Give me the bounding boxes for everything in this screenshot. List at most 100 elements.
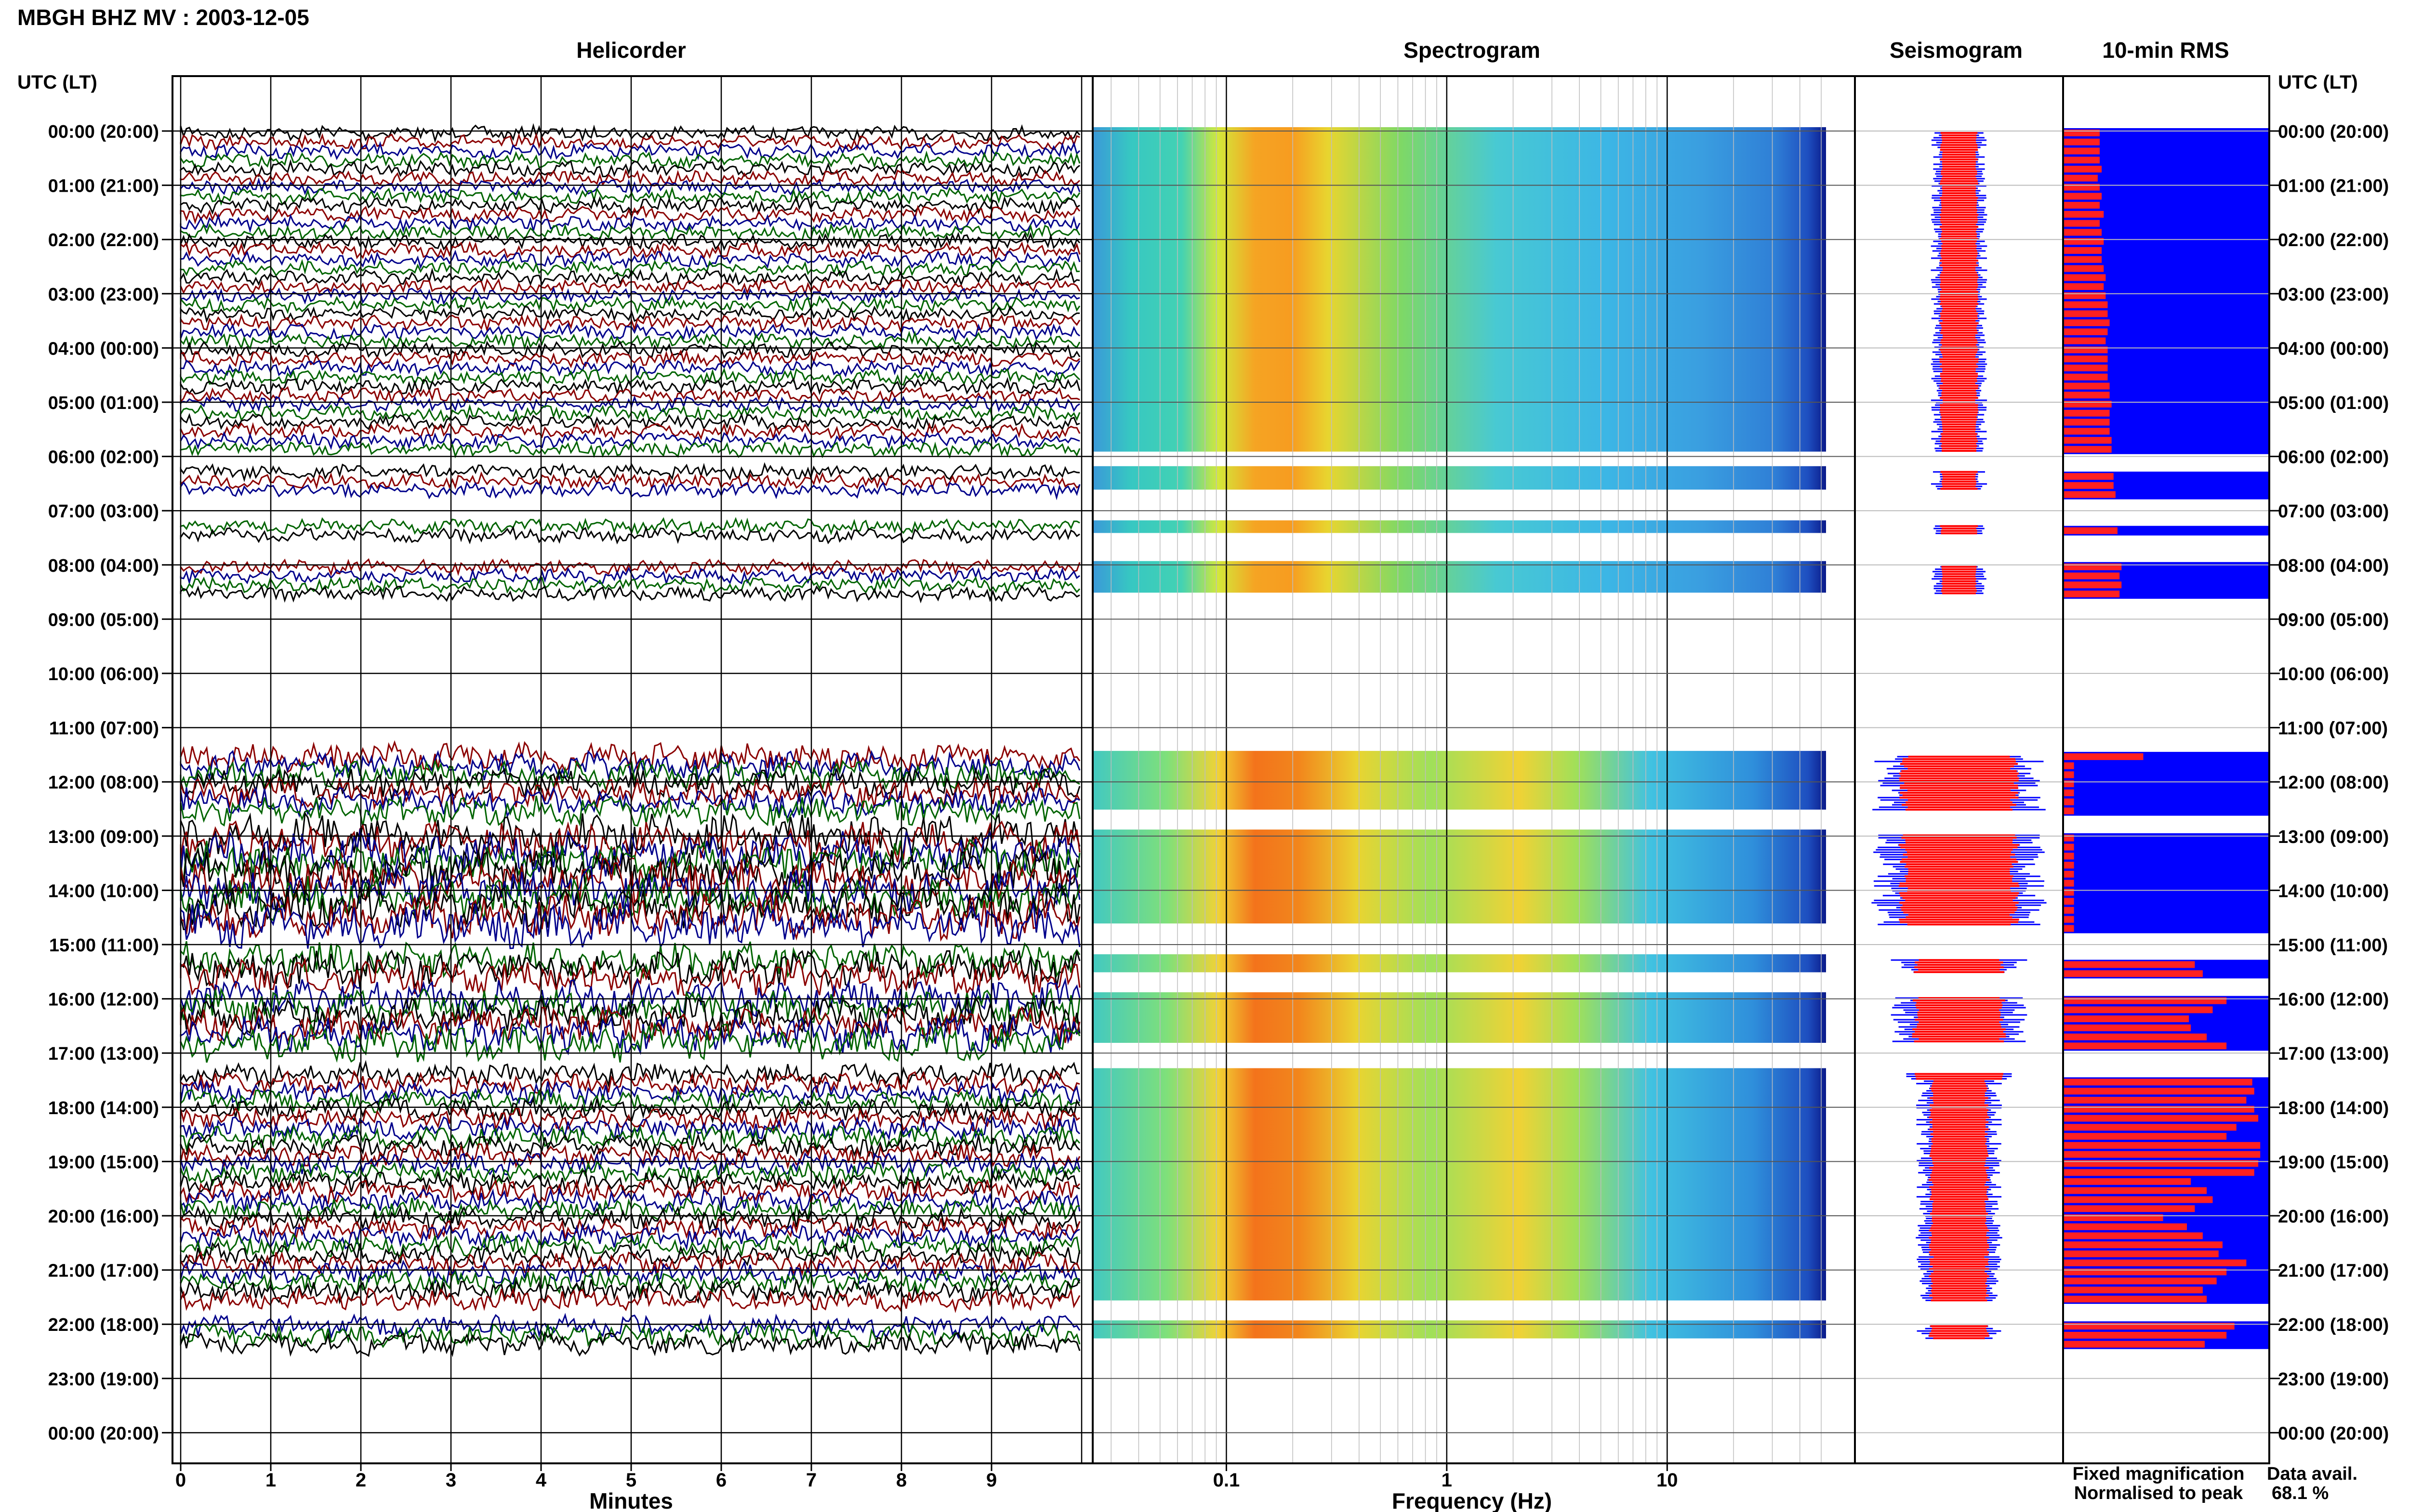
- time-tick-label-left: 16:00 (12:00): [48, 990, 159, 1010]
- helicorder-trace: [180, 941, 1081, 980]
- rms-bar-normalised: [2064, 1232, 2203, 1239]
- rms-bar-normalised: [2064, 364, 2108, 371]
- time-tick-label-right: 01:00 (21:00): [2278, 176, 2389, 197]
- time-tick-label-left: 20:00 (16:00): [48, 1207, 159, 1227]
- rms-bar-fixed: [2064, 254, 2268, 264]
- rms-bar-normalised: [2064, 843, 2074, 851]
- helicorder-trace: [180, 892, 1081, 942]
- helicorder-trace: [180, 517, 1080, 536]
- rms-bar-normalised: [2064, 382, 2110, 390]
- rms-bar-fixed: [2064, 797, 2268, 807]
- rms-bar-normalised: [2064, 491, 2116, 498]
- time-tick-label-right: 02:00 (22:00): [2278, 230, 2389, 250]
- helicorder-trace: [180, 169, 1081, 187]
- spectrogram-band: [1094, 561, 1826, 593]
- rms-bar-normalised: [2064, 527, 2118, 534]
- rms-bar-normalised: [2064, 762, 2074, 769]
- time-tick-label-right: 00:00 (20:00): [2278, 1423, 2389, 1444]
- time-tick-label-left: 13:00 (09:00): [48, 827, 159, 847]
- rms-bar-fixed: [2064, 390, 2268, 400]
- rms-bar-normalised: [2064, 193, 2102, 200]
- rms-bar-normalised: [2064, 1287, 2203, 1294]
- rms-bar-normalised: [2064, 446, 2112, 453]
- rms-bar-normalised: [2064, 337, 2106, 344]
- time-tick-label-left: 14:00 (10:00): [48, 881, 159, 901]
- time-tick-label-right: 15:00 (11:00): [2278, 935, 2388, 956]
- rms-bar-normalised: [2064, 1295, 2207, 1302]
- rms-bar-fixed: [2064, 318, 2268, 328]
- rms-bar-fixed: [2064, 309, 2268, 319]
- spectrogram-band: [1094, 829, 1826, 924]
- rms-bar-normalised: [2064, 870, 2074, 878]
- minute-tick-label: 3: [446, 1470, 456, 1491]
- rms-bar-fixed: [2064, 878, 2268, 888]
- time-tick-label-left: 03:00 (23:00): [48, 285, 159, 305]
- time-tick-label-left: 10:00 (06:00): [48, 664, 159, 684]
- rms-bar-normalised: [2064, 925, 2074, 932]
- time-tick-label-left: 05:00 (01:00): [48, 393, 159, 413]
- helicorder-trace: [180, 1079, 1081, 1106]
- helicorder-trace: [180, 1132, 1081, 1160]
- frequency-tick-label: 10: [1656, 1470, 1678, 1491]
- time-tick-label-left: 00:00 (20:00): [48, 122, 159, 142]
- rms-bar-normalised: [2064, 1196, 2213, 1203]
- helicorder-trace: [180, 957, 1081, 999]
- rms-bar-fixed: [2064, 164, 2268, 174]
- rms-bar-normalised: [2064, 482, 2114, 489]
- time-tick-label-left: 15:00 (11:00): [49, 935, 159, 956]
- time-tick-label-right: 07:00 (03:00): [2278, 501, 2389, 522]
- minute-tick-label: 1: [265, 1470, 276, 1491]
- helicorder-trace: [180, 412, 1080, 431]
- rms-bar-fixed: [2064, 246, 2268, 255]
- spectrogram-band: [1094, 750, 1826, 810]
- helicorder-trace: [180, 395, 1080, 414]
- helicorder-trace: [180, 277, 1081, 296]
- helicorder-trace: [180, 386, 1080, 405]
- helicorder-trace: [180, 1097, 1081, 1124]
- rms-bar-normalised: [2064, 157, 2100, 164]
- helicorder-trace: [180, 795, 1081, 827]
- rms-bar-fixed: [2064, 327, 2268, 337]
- helicorder-trace: [180, 295, 1081, 315]
- helicorder-trace: [180, 1106, 1080, 1132]
- helicorder-trace: [180, 1268, 1081, 1296]
- rms-bar-normalised: [2064, 247, 2102, 254]
- helicorder-trace: [180, 902, 1081, 949]
- rms-bar-fixed: [2064, 137, 2268, 147]
- helicorder-trace: [180, 1070, 1080, 1096]
- helicorder-trace: [180, 1142, 1081, 1170]
- rms-bar-fixed: [2064, 887, 2268, 897]
- helicorder-trace: [180, 377, 1081, 396]
- rms-bar-fixed: [2064, 191, 2268, 201]
- rms-bar-normalised: [2064, 373, 2108, 381]
- rms-bar-normalised: [2064, 1187, 2207, 1194]
- helicorder-trace: [180, 1215, 1081, 1242]
- rms-bar-normalised: [2064, 1033, 2207, 1040]
- rms-bar-fixed: [2064, 788, 2268, 798]
- rms-bar-normalised: [2064, 274, 2106, 281]
- helicorder-trace: [180, 1169, 1080, 1196]
- helicorder-trace: [180, 759, 1080, 791]
- time-tick-label-left: 22:00 (18:00): [48, 1315, 159, 1335]
- rms-bar-normalised: [2064, 392, 2110, 399]
- rms-panel: [2064, 128, 2268, 1349]
- helicorder-trace: [180, 462, 1080, 483]
- time-tick-label-left: 02:00 (22:00): [48, 230, 159, 250]
- rms-bar-normalised: [2064, 265, 2104, 272]
- helicorder-trace: [180, 749, 1081, 783]
- minute-tick-label: 5: [626, 1470, 636, 1491]
- helicorder-trace: [180, 1115, 1081, 1142]
- rms-bar-normalised: [2064, 961, 2195, 968]
- rms-bar-normalised: [2064, 1259, 2247, 1266]
- helicorder-trace: [180, 341, 1081, 360]
- rms-bar-normalised: [2064, 147, 2100, 155]
- rms-bar-normalised: [2064, 1277, 2217, 1285]
- helicorder-trace: [180, 838, 1081, 884]
- rms-bar-normalised: [2064, 862, 2074, 869]
- helicorder-trace: [180, 440, 1081, 459]
- rms-bar-normalised: [2064, 1341, 2205, 1348]
- rms-bar-fixed: [2064, 833, 2268, 843]
- rms-bar-fixed: [2064, 173, 2268, 183]
- time-tick-label-left: 12:00 (08:00): [48, 773, 159, 793]
- time-tick-label-left: 11:00 (07:00): [49, 719, 159, 739]
